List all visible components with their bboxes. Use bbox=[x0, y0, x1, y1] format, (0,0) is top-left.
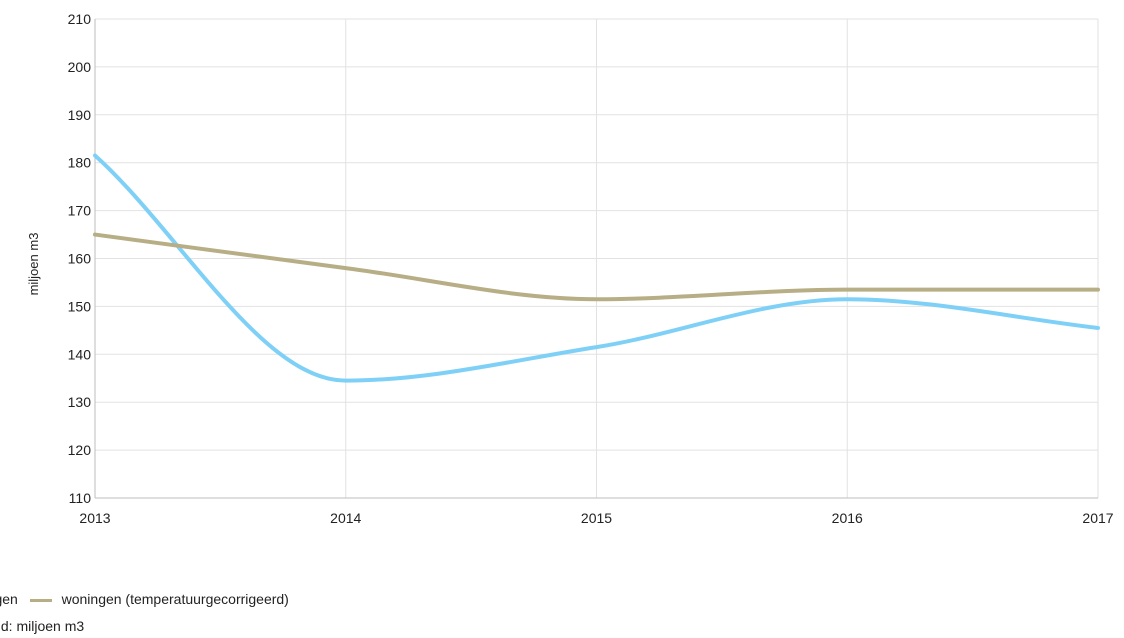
unit-label: eid: miljoen m3 bbox=[0, 618, 85, 634]
y-tick-label: 140 bbox=[68, 346, 92, 362]
y-tick-label: 180 bbox=[68, 155, 92, 171]
x-tick-label: 2014 bbox=[330, 510, 361, 526]
legend-swatch-temperatuurgecorrigeerd bbox=[29, 598, 52, 602]
x-tick-labels: 2013 2014 2015 2016 2017 bbox=[79, 510, 1113, 526]
y-tick-label: 120 bbox=[68, 442, 92, 458]
x-tick-label: 2017 bbox=[1082, 510, 1113, 526]
series-lines bbox=[93, 153, 1100, 383]
legend-label-temperatuurgecorrigeerd: woningen (temperatuurgecorrigeerd) bbox=[61, 591, 289, 607]
legend: oningen woningen (temperatuurgecorrigeer… bbox=[0, 591, 289, 607]
x-tick-label: 2015 bbox=[581, 510, 612, 526]
y-tick-label: 150 bbox=[68, 298, 92, 314]
y-tick-label: 110 bbox=[69, 490, 92, 506]
y-tick-label: 130 bbox=[68, 394, 92, 410]
y-axis-label: miljoen m3 bbox=[26, 233, 41, 296]
y-tick-label: 210 bbox=[68, 11, 92, 27]
y-tick-label: 190 bbox=[68, 107, 92, 123]
y-tick-label: 170 bbox=[68, 203, 92, 219]
y-tick-label: 160 bbox=[68, 251, 92, 267]
series-line-woningen-temperatuurgecorrigeerd bbox=[93, 232, 1100, 302]
x-tick-label: 2013 bbox=[79, 510, 110, 526]
series-line-woningen bbox=[93, 153, 1100, 383]
y-tick-label: 200 bbox=[68, 59, 92, 75]
axes bbox=[94, 19, 1098, 499]
gridlines bbox=[94, 18, 1099, 499]
legend-label-woningen: oningen bbox=[0, 591, 18, 607]
y-tick-labels: 110 120 130 140 150 160 170 180 190 200 210 bbox=[68, 11, 92, 506]
x-tick-label: 2016 bbox=[832, 510, 863, 526]
